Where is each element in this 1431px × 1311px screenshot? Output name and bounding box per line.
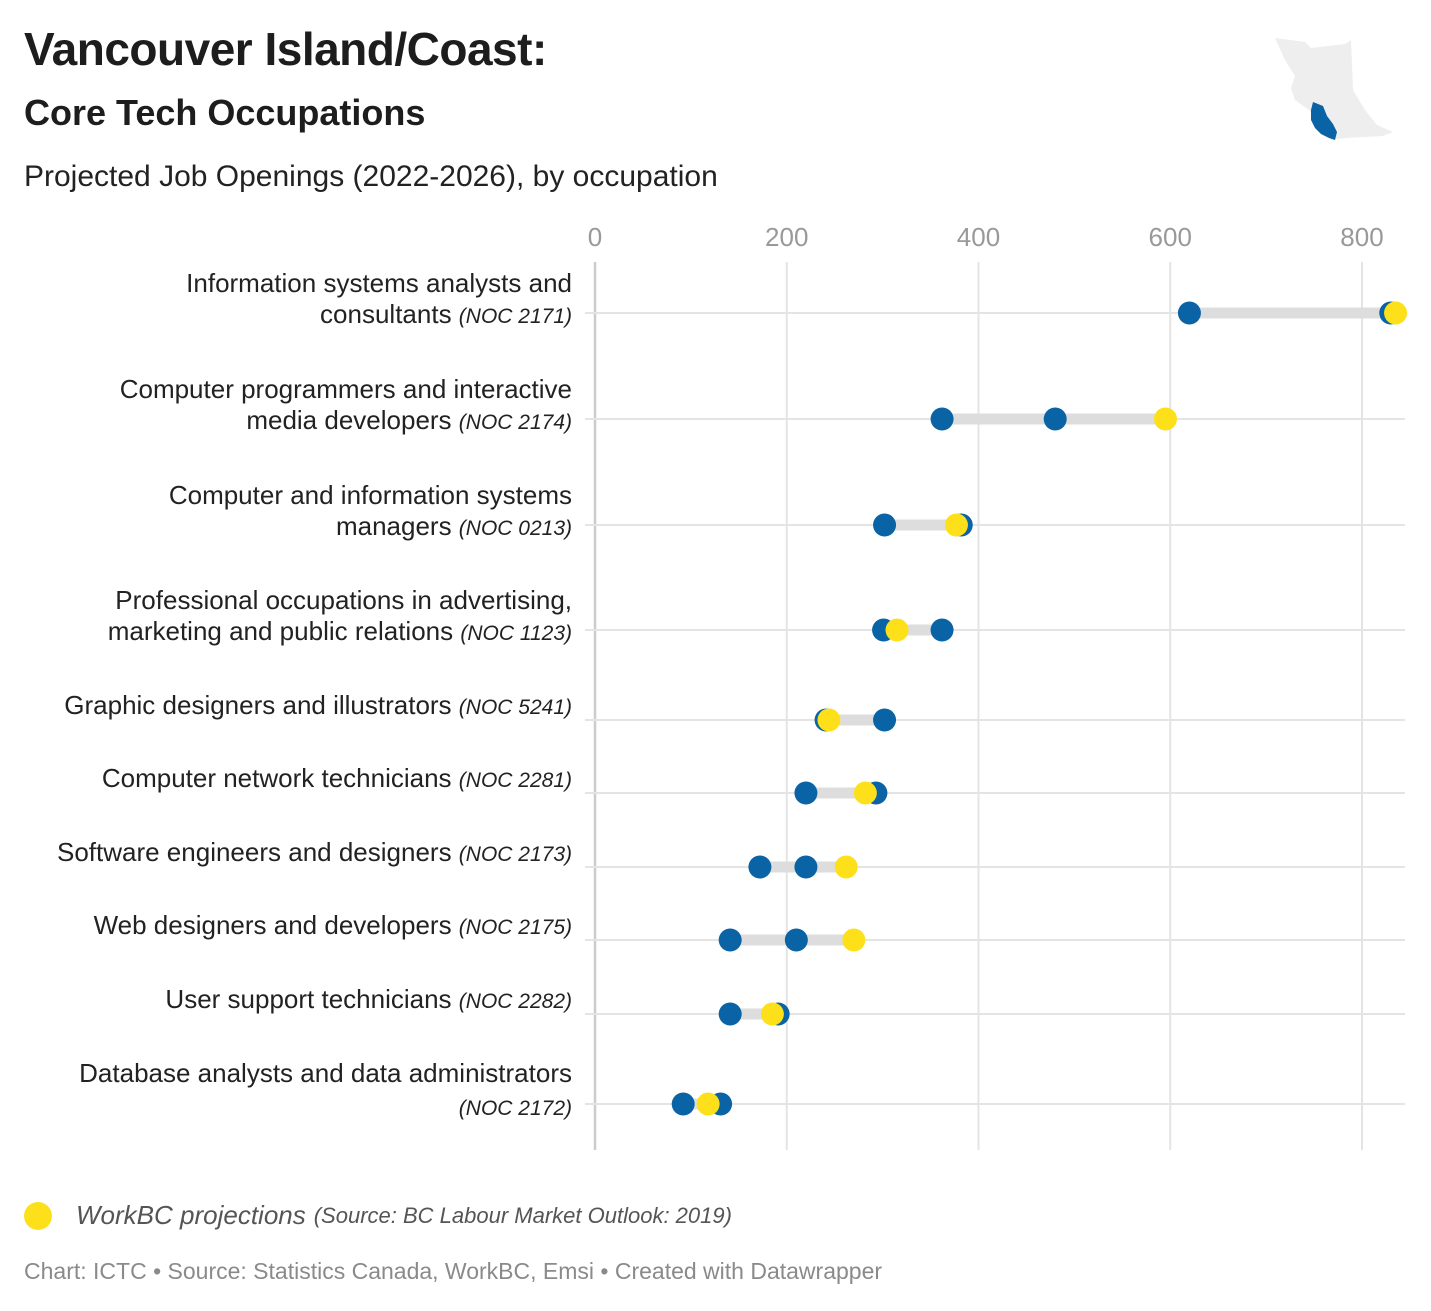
data-point-blue bbox=[718, 1002, 742, 1026]
row-label-noc: (NOC 2172) bbox=[459, 1097, 572, 1120]
row-label-name: User support technicians bbox=[165, 984, 458, 1014]
bc-region-map-icon bbox=[1275, 38, 1393, 140]
chart-description: Projected Job Openings (2022-2026), by o… bbox=[24, 160, 718, 193]
data-point-blue bbox=[873, 513, 897, 537]
row-label-name: Web designers and developers bbox=[94, 910, 459, 940]
row-label-line2: media developers (NOC 2174) bbox=[246, 405, 572, 435]
chart-footer: Chart: ICTC • Source: Statistics Canada,… bbox=[24, 1258, 883, 1284]
row-label-noc: (NOC 2171) bbox=[459, 305, 572, 328]
row-label-name: Graphic designers and illustrators bbox=[64, 690, 459, 720]
data-point-blue bbox=[930, 407, 954, 431]
data-point-blue bbox=[930, 618, 954, 642]
row-label-name: Software engineers and designers bbox=[57, 837, 459, 867]
row-label-name: media developers bbox=[246, 405, 458, 435]
vancouver-island-region bbox=[1311, 102, 1337, 140]
row-label-name: marketing and public relations bbox=[108, 616, 461, 646]
data-point-projection bbox=[817, 708, 841, 732]
bc-province-shape bbox=[1275, 38, 1393, 140]
row-label: Software engineers and designers (NOC 21… bbox=[57, 837, 572, 867]
legend-label: WorkBC projections bbox=[76, 1200, 306, 1230]
data-point-projection bbox=[760, 1002, 784, 1026]
row-label-line2: consultants (NOC 2171) bbox=[320, 299, 572, 329]
data-point-projection bbox=[885, 618, 909, 642]
data-point-blue bbox=[794, 781, 818, 805]
legend-source: (Source: BC Labour Market Outlook: 2019) bbox=[313, 1202, 732, 1228]
row-label-noc: (NOC 5241) bbox=[459, 696, 572, 719]
data-point-blue bbox=[718, 928, 742, 952]
data-point-projection bbox=[1384, 301, 1408, 325]
row-label: Computer network technicians (NOC 2281) bbox=[102, 763, 572, 793]
data-point-blue bbox=[748, 855, 772, 879]
x-tick-label: 200 bbox=[765, 222, 808, 252]
x-tick-label: 800 bbox=[1340, 222, 1383, 252]
row-label-line1: Database analysts and data administrator… bbox=[79, 1058, 572, 1088]
row-label-noc: (NOC 2173) bbox=[459, 843, 572, 866]
data-point-projection bbox=[944, 513, 968, 537]
data-point-blue bbox=[784, 928, 808, 952]
x-tick-label: 0 bbox=[588, 222, 602, 252]
legend: WorkBC projections (Source: BC Labour Ma… bbox=[24, 1200, 732, 1231]
row-label-noc: (NOC 0213) bbox=[459, 517, 572, 540]
row-label-line1: Computer programmers and interactive bbox=[120, 374, 572, 404]
row-label-noc: (NOC 2281) bbox=[459, 769, 572, 792]
data-point-blue bbox=[794, 855, 818, 879]
chart-title: Vancouver Island/Coast: bbox=[24, 23, 547, 75]
row-label: User support technicians (NOC 2282) bbox=[165, 984, 572, 1014]
row-label-name: managers bbox=[336, 511, 459, 541]
row-label-line2: managers (NOC 0213) bbox=[336, 511, 572, 541]
data-point-blue bbox=[671, 1092, 695, 1116]
row-label: Graphic designers and illustrators (NOC … bbox=[64, 690, 572, 720]
data-point-projection bbox=[834, 855, 858, 879]
x-tick-label: 600 bbox=[1149, 222, 1192, 252]
data-point-blue bbox=[873, 708, 897, 732]
x-tick-label: 400 bbox=[957, 222, 1000, 252]
data-point-projection bbox=[1153, 407, 1177, 431]
range-dot-chart: 0 200 400 600 800 Information systems analyst… bbox=[57, 222, 1408, 1150]
row-label-line1: Computer and information systems bbox=[169, 480, 572, 510]
row-label-line1: Information systems analysts and bbox=[186, 268, 572, 298]
data-point-blue bbox=[1043, 407, 1067, 431]
row-label-noc: (NOC 2175) bbox=[459, 916, 572, 939]
data-point-projection bbox=[696, 1092, 720, 1116]
row-label: Web designers and developers (NOC 2175) bbox=[94, 910, 572, 940]
chart-subtitle: Core Tech Occupations bbox=[24, 92, 426, 133]
row-label-line2: marketing and public relations (NOC 1123… bbox=[108, 616, 572, 646]
data-point-projection bbox=[842, 928, 866, 952]
data-point-projection bbox=[853, 781, 877, 805]
legend-swatch-yellow bbox=[24, 1201, 52, 1230]
data-point-blue bbox=[1177, 301, 1201, 325]
row-label-line1: Professional occupations in advertising, bbox=[115, 585, 572, 615]
row-label-noc: (NOC 2174) bbox=[459, 411, 572, 434]
row-label-name: Computer network technicians bbox=[102, 763, 459, 793]
row-label-noc: (NOC 2282) bbox=[459, 990, 572, 1013]
row-label-noc: (NOC 1123) bbox=[460, 622, 572, 645]
row-label-name: consultants bbox=[320, 299, 459, 329]
